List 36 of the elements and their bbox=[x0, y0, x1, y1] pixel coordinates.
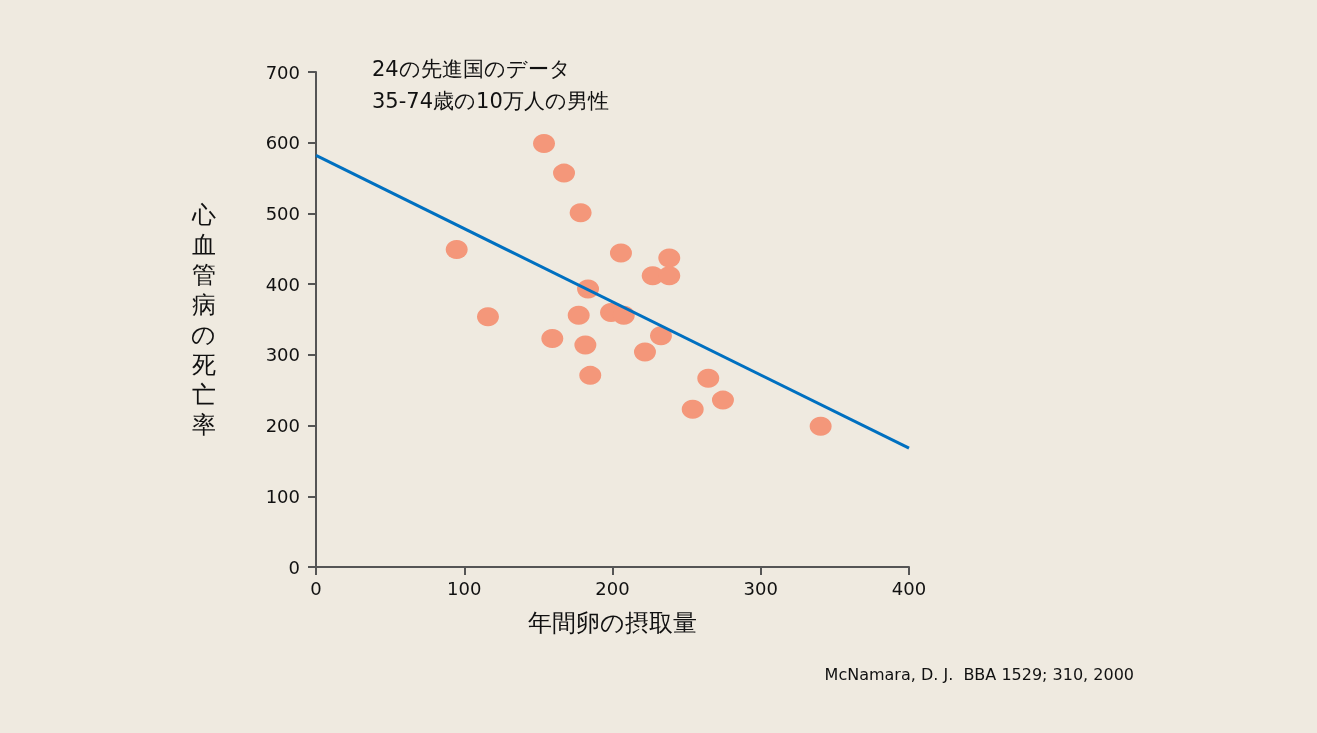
y-tick-label: 300 bbox=[265, 344, 300, 366]
x-tick-label: 400 bbox=[891, 577, 927, 599]
point bbox=[579, 365, 602, 385]
y-tick-label: 700 bbox=[265, 61, 300, 83]
point bbox=[697, 368, 720, 388]
point bbox=[658, 266, 681, 286]
y-tick-label: 100 bbox=[265, 485, 300, 507]
x-tick-label: 100 bbox=[447, 577, 482, 599]
y-axis-title: 心血管病の死亡率 bbox=[191, 200, 216, 439]
point bbox=[553, 163, 576, 183]
x-tick-label: 300 bbox=[743, 577, 778, 599]
point bbox=[533, 133, 556, 153]
annotation: 24の先進国のデータ bbox=[372, 56, 571, 81]
annotation: 35-74歳の10万人の男性 bbox=[372, 88, 609, 113]
point bbox=[681, 399, 704, 419]
point bbox=[569, 203, 592, 223]
point bbox=[567, 305, 590, 325]
text: McNamara, D. J. BBA 1529; 310, 2000 bbox=[824, 664, 1135, 684]
point bbox=[809, 416, 832, 436]
y-tick-label: 0 bbox=[288, 556, 300, 578]
point bbox=[609, 243, 632, 263]
y-tick-label: 200 bbox=[265, 415, 300, 437]
point bbox=[445, 240, 468, 259]
y-tick-label: 400 bbox=[265, 273, 300, 295]
y-tick-label: 500 bbox=[265, 202, 300, 224]
point bbox=[633, 342, 656, 362]
point bbox=[476, 307, 499, 327]
point bbox=[711, 390, 734, 410]
point bbox=[541, 329, 564, 349]
x-tick-label: 200 bbox=[595, 577, 630, 599]
x-tick-label: 0 bbox=[310, 577, 322, 599]
y-tick-label: 600 bbox=[265, 132, 300, 154]
point bbox=[574, 335, 597, 355]
point bbox=[650, 326, 672, 346]
x-axis-title: 年間卵の摂取量 bbox=[528, 609, 697, 637]
point bbox=[658, 248, 681, 268]
